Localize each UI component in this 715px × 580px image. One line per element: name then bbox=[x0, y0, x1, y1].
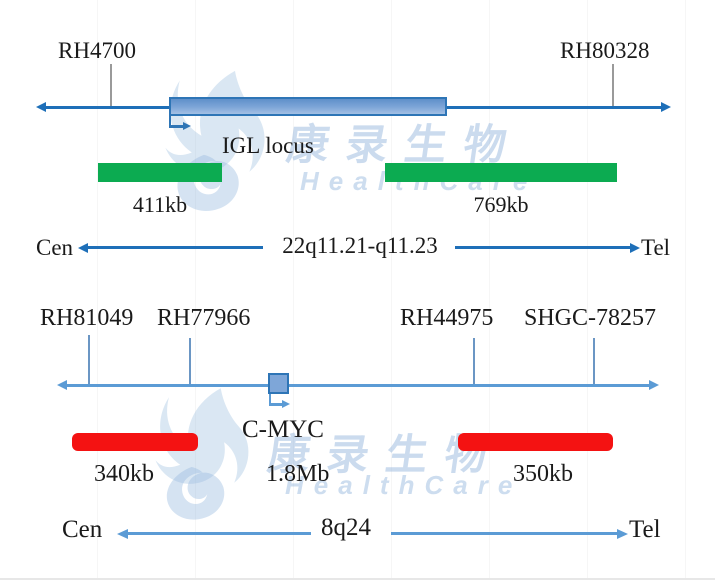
cmyc-gene-box bbox=[268, 373, 289, 394]
marker-label-rh81049: RH81049 bbox=[40, 305, 134, 331]
marker-label-rh4700: RH4700 bbox=[58, 38, 136, 63]
igl-gene-box bbox=[169, 97, 447, 116]
band-label-bottom: 8q24 bbox=[321, 514, 371, 541]
cen-label-bottom: Cen bbox=[62, 516, 103, 543]
probe-size-label-350kb: 350kb bbox=[513, 461, 573, 487]
marker-tick-rh81049 bbox=[88, 335, 90, 385]
marker-label-rh44975: RH44975 bbox=[400, 305, 494, 331]
brand-logo-icon bbox=[155, 388, 249, 520]
probe-size-label-411kb: 411kb bbox=[132, 192, 188, 217]
tel-arrow-line-bottom bbox=[391, 532, 618, 535]
marker-tick-rh4700 bbox=[110, 64, 112, 107]
marker-tick-rh80328 bbox=[612, 64, 614, 107]
cen-arrow-line-top bbox=[87, 246, 263, 249]
marker-tick-shgc78257 bbox=[593, 338, 595, 386]
tel-label-top: Tel bbox=[641, 235, 671, 260]
gene-label-cmyc: C-MYC bbox=[242, 416, 324, 443]
chromosome-line-bottom bbox=[66, 384, 650, 387]
arrowhead-right-icon bbox=[649, 380, 659, 390]
gene-label-igl: IGL locus bbox=[222, 133, 314, 158]
cen-arrowhead-icon-bottom bbox=[117, 528, 128, 539]
arrowhead-right-icon bbox=[661, 102, 671, 112]
tel-arrow-line-top bbox=[455, 246, 631, 249]
cen-label-top: Cen bbox=[36, 235, 74, 260]
tel-label-bottom: Tel bbox=[629, 516, 661, 543]
probe-bar-350kb bbox=[458, 433, 613, 451]
probe-size-label-340kb: 340kb bbox=[94, 461, 154, 487]
cen-arrow-line-bottom bbox=[127, 532, 311, 535]
probe-bar-411kb bbox=[98, 163, 222, 182]
tel-arrowhead-icon-bottom bbox=[617, 528, 628, 539]
marker-label-shgc78257: SHGC-78257 bbox=[524, 305, 657, 331]
arrowhead-left-icon bbox=[36, 102, 46, 112]
band-label-top: 22q11.21-q11.23 bbox=[282, 233, 438, 258]
arrowhead-left-icon bbox=[57, 380, 67, 390]
gap-size-label: 1.8Mb bbox=[266, 461, 330, 487]
cen-arrowhead-icon-top bbox=[78, 242, 88, 253]
tel-arrowhead-icon-top bbox=[630, 242, 640, 253]
probe-bar-769kb bbox=[385, 163, 617, 182]
marker-tick-rh44975 bbox=[473, 338, 475, 386]
marker-label-rh77966: RH77966 bbox=[157, 305, 251, 331]
marker-tick-rh77966 bbox=[189, 338, 191, 385]
marker-label-rh80328: RH80328 bbox=[560, 38, 650, 63]
watermark-chinese-text: 康录生物 bbox=[283, 120, 527, 169]
probe-size-label-769kb: 769kb bbox=[473, 192, 529, 217]
probe-bar-340kb bbox=[72, 433, 198, 451]
